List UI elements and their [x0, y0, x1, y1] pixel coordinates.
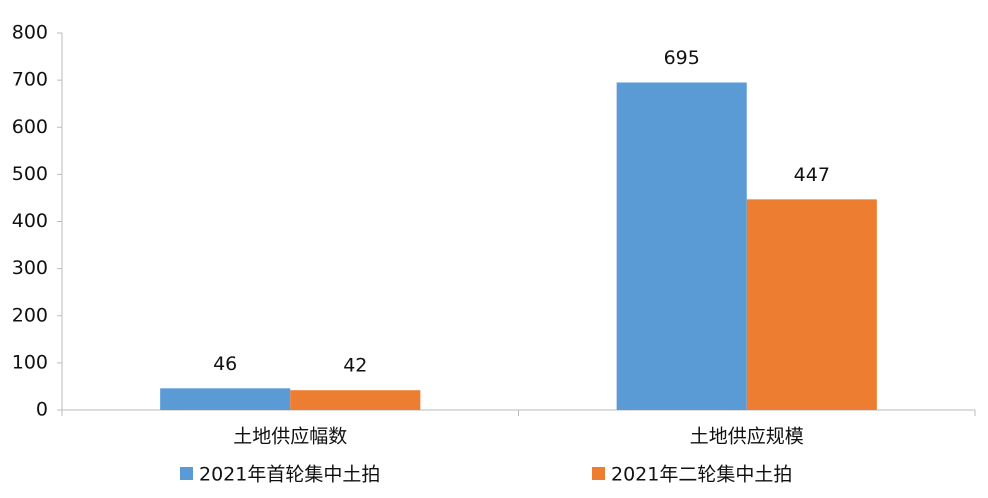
y-tick-label: 500	[12, 163, 48, 185]
data-label: 46	[213, 353, 237, 375]
legend-swatch	[592, 467, 605, 480]
x-tick-label: 土地供应规模	[690, 426, 804, 448]
data-label: 447	[794, 164, 830, 186]
y-tick-label: 800	[12, 22, 48, 44]
data-label: 695	[664, 47, 700, 69]
data-label: 42	[343, 355, 367, 377]
y-tick-label: 0	[36, 399, 48, 421]
y-tick-label: 300	[12, 257, 48, 279]
x-tick-label: 土地供应幅数	[233, 426, 347, 448]
bar	[746, 199, 877, 410]
y-tick-label: 400	[12, 210, 48, 232]
y-tick-label: 700	[12, 69, 48, 91]
bar	[290, 390, 421, 410]
y-tick-label: 600	[12, 116, 48, 138]
bar	[160, 388, 291, 410]
legend-label: 2021年首轮集中土拍	[199, 464, 380, 486]
y-tick-label: 200	[12, 304, 48, 326]
legend-label: 2021年二轮集中土拍	[611, 464, 792, 486]
bar	[616, 82, 747, 410]
y-tick-label: 100	[12, 351, 48, 373]
legend-swatch	[180, 467, 193, 480]
